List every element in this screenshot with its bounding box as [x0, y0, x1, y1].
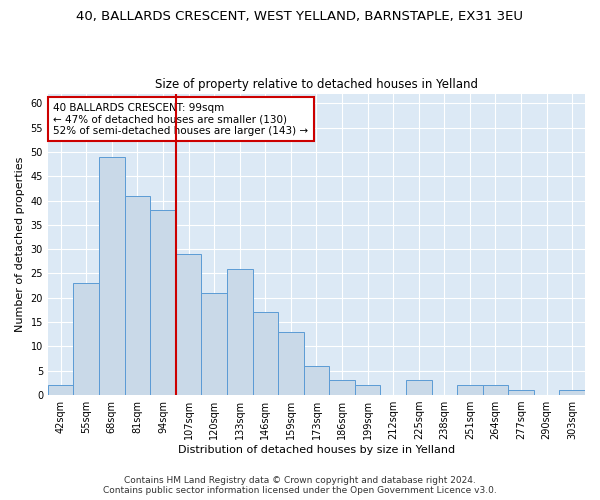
- Title: Size of property relative to detached houses in Yelland: Size of property relative to detached ho…: [155, 78, 478, 91]
- Text: 40, BALLARDS CRESCENT, WEST YELLAND, BARNSTAPLE, EX31 3EU: 40, BALLARDS CRESCENT, WEST YELLAND, BAR…: [77, 10, 523, 23]
- Bar: [329, 380, 355, 395]
- X-axis label: Distribution of detached houses by size in Yelland: Distribution of detached houses by size …: [178, 445, 455, 455]
- Text: Contains HM Land Registry data © Crown copyright and database right 2024.
Contai: Contains HM Land Registry data © Crown c…: [103, 476, 497, 495]
- Bar: [304, 366, 329, 395]
- Bar: [355, 386, 380, 395]
- Bar: [482, 386, 508, 395]
- Y-axis label: Number of detached properties: Number of detached properties: [15, 156, 25, 332]
- Bar: [48, 386, 73, 395]
- Bar: [176, 254, 202, 395]
- Bar: [508, 390, 534, 395]
- Bar: [253, 312, 278, 395]
- Bar: [559, 390, 585, 395]
- Bar: [202, 293, 227, 395]
- Bar: [278, 332, 304, 395]
- Bar: [125, 196, 150, 395]
- Text: 40 BALLARDS CRESCENT: 99sqm
← 47% of detached houses are smaller (130)
52% of se: 40 BALLARDS CRESCENT: 99sqm ← 47% of det…: [53, 102, 308, 136]
- Bar: [227, 268, 253, 395]
- Bar: [457, 386, 482, 395]
- Bar: [73, 283, 99, 395]
- Bar: [99, 157, 125, 395]
- Bar: [150, 210, 176, 395]
- Bar: [406, 380, 431, 395]
